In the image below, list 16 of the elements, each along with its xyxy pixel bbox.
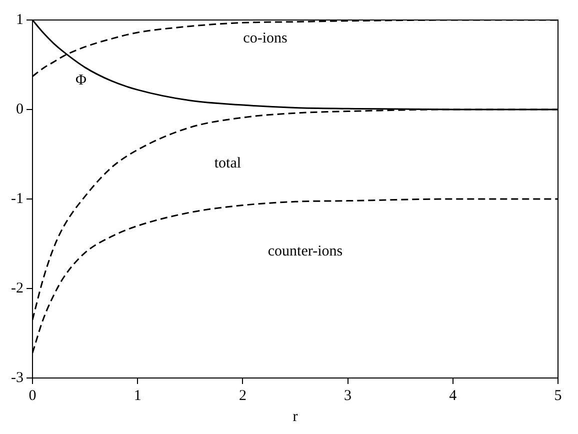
y-tick-label: -2 [10,280,24,296]
x-tick-label: 1 [134,388,142,404]
series-label: co-ions [243,30,288,47]
y-tick-label: 0 [16,101,24,118]
x-tick-label: 3 [344,388,352,404]
y-tick-label: 1 [16,12,24,28]
x-tick-label: 2 [238,388,246,404]
x-axis-title: r [292,408,298,425]
text: total [214,155,242,172]
x-tick-label: 5 [554,388,562,404]
x-tick-label: 4 [449,388,458,404]
y-tick-label: -1 [10,190,24,207]
x-tick-label: 0 [28,388,36,404]
series-label: Φ [76,72,87,88]
text: counter-ions [268,244,343,260]
y-tick-label: -3 [10,370,24,386]
